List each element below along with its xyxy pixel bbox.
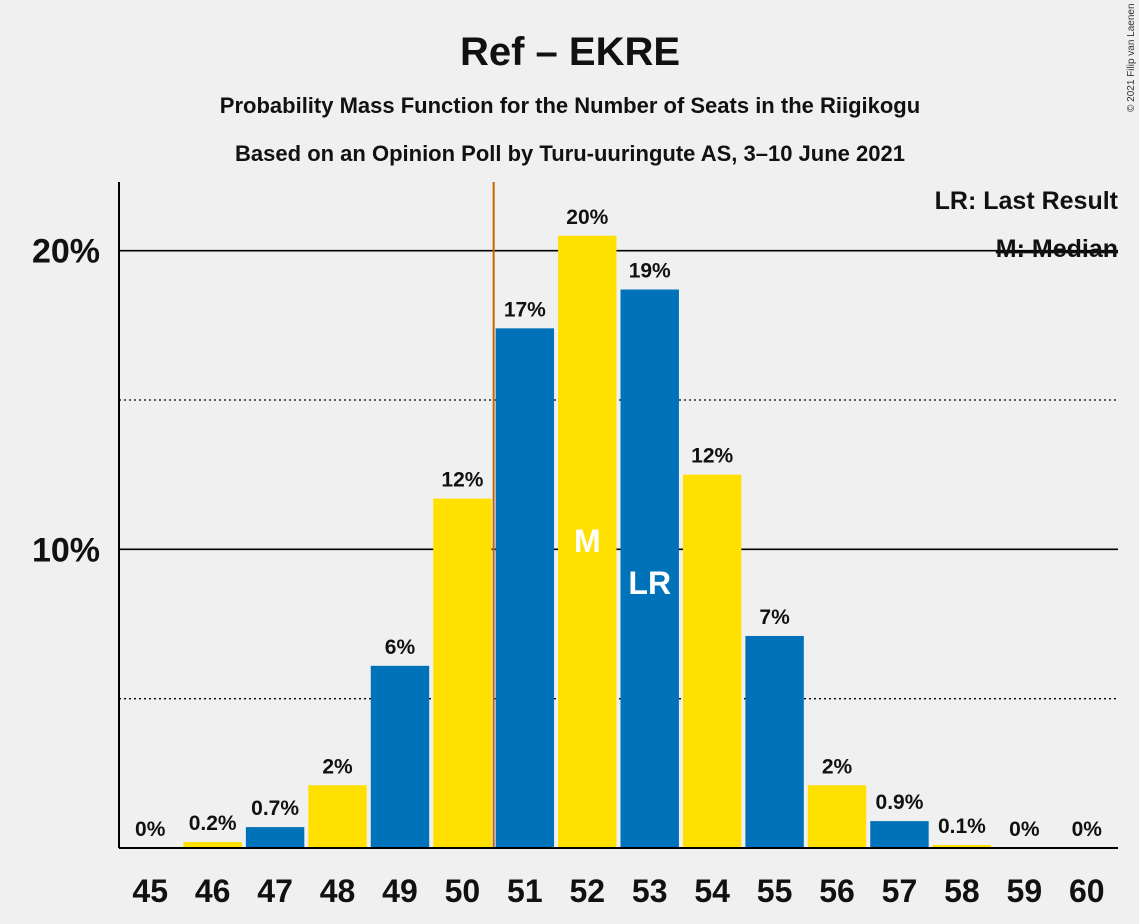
bar-seat-52 bbox=[558, 235, 617, 849]
bar-seat-55 bbox=[745, 635, 804, 848]
bar-seat-51 bbox=[495, 328, 555, 848]
copyright-note: © 2021 Filip van Laenen bbox=[1126, 3, 1137, 112]
data-label-seat-60: 0% bbox=[1072, 818, 1103, 841]
bar-seat-50 bbox=[433, 498, 492, 848]
data-label-seat-47: 0.7% bbox=[251, 797, 299, 820]
bar-seat-57 bbox=[870, 821, 929, 848]
y-tick-label: 10% bbox=[32, 531, 100, 569]
x-tick-label-58: 58 bbox=[944, 873, 980, 909]
x-tick-label-57: 57 bbox=[882, 873, 918, 909]
data-label-seat-53: 19% bbox=[629, 260, 671, 283]
x-tick-label-53: 53 bbox=[632, 873, 668, 909]
data-label-seat-49: 6% bbox=[385, 636, 416, 659]
data-label-seat-45: 0% bbox=[135, 818, 166, 841]
data-labels: 0% 0.2% 0.7% 2% 6% 12% 17% 20% M 19% LR 12% 7% 2% 0.9%… bbox=[135, 206, 1102, 841]
data-label-seat-51: 17% bbox=[504, 298, 546, 321]
chart-subtitle-2: Based on an Opinion Poll by Turu-uuringu… bbox=[235, 141, 905, 166]
data-label-seat-56: 2% bbox=[822, 755, 853, 778]
data-label-seat-58: 0.1% bbox=[938, 815, 986, 838]
x-tick-label-55: 55 bbox=[757, 873, 793, 909]
x-tick-label-46: 46 bbox=[195, 873, 231, 909]
y-tick-label: 20% bbox=[32, 233, 100, 271]
legend-last-result: LR: Last Result bbox=[935, 187, 1119, 215]
bar-seat-47 bbox=[245, 827, 305, 848]
data-label-seat-50: 12% bbox=[441, 469, 483, 492]
x-tick-label-51: 51 bbox=[507, 873, 543, 909]
data-label-seat-57: 0.9% bbox=[876, 791, 924, 814]
median-marker: M bbox=[574, 523, 601, 559]
x-tick-label-45: 45 bbox=[132, 873, 168, 909]
axes: 10% 20% 45 46 47 48 49 50 51 52 53 54 55 56 57 58 59 60 bbox=[32, 182, 1118, 909]
x-tick-label-56: 56 bbox=[819, 873, 855, 909]
x-tick-label-48: 48 bbox=[320, 873, 356, 909]
data-label-seat-55: 7% bbox=[759, 606, 790, 629]
bars bbox=[183, 235, 992, 849]
data-label-seat-48: 2% bbox=[322, 755, 353, 778]
bar-seat-58 bbox=[932, 845, 992, 848]
bar-seat-49 bbox=[370, 665, 430, 848]
x-tick-label-59: 59 bbox=[1007, 873, 1043, 909]
last-result-marker: LR bbox=[628, 565, 671, 601]
legend-median: M: Median bbox=[996, 235, 1118, 263]
data-label-seat-46: 0.2% bbox=[189, 812, 237, 835]
bar-seat-54 bbox=[682, 474, 742, 848]
chart-title: Ref – EKRE bbox=[460, 30, 680, 74]
bar-seat-53 bbox=[620, 289, 679, 848]
x-tick-label-50: 50 bbox=[445, 873, 481, 909]
x-tick-label-52: 52 bbox=[569, 873, 605, 909]
bar-seat-46 bbox=[183, 842, 242, 848]
bar-seat-48 bbox=[308, 785, 367, 848]
gridlines bbox=[119, 249, 1118, 700]
x-tick-label-54: 54 bbox=[694, 873, 730, 909]
x-tick-label-47: 47 bbox=[257, 873, 293, 909]
x-tick-label-49: 49 bbox=[382, 873, 418, 909]
chart-subtitle-1: Probability Mass Function for the Number… bbox=[220, 93, 920, 118]
data-label-seat-59: 0% bbox=[1009, 818, 1040, 841]
bar-seat-56 bbox=[807, 785, 867, 848]
data-label-seat-52: 20% bbox=[566, 206, 608, 229]
data-label-seat-54: 12% bbox=[691, 445, 733, 468]
x-tick-label-60: 60 bbox=[1069, 873, 1105, 909]
